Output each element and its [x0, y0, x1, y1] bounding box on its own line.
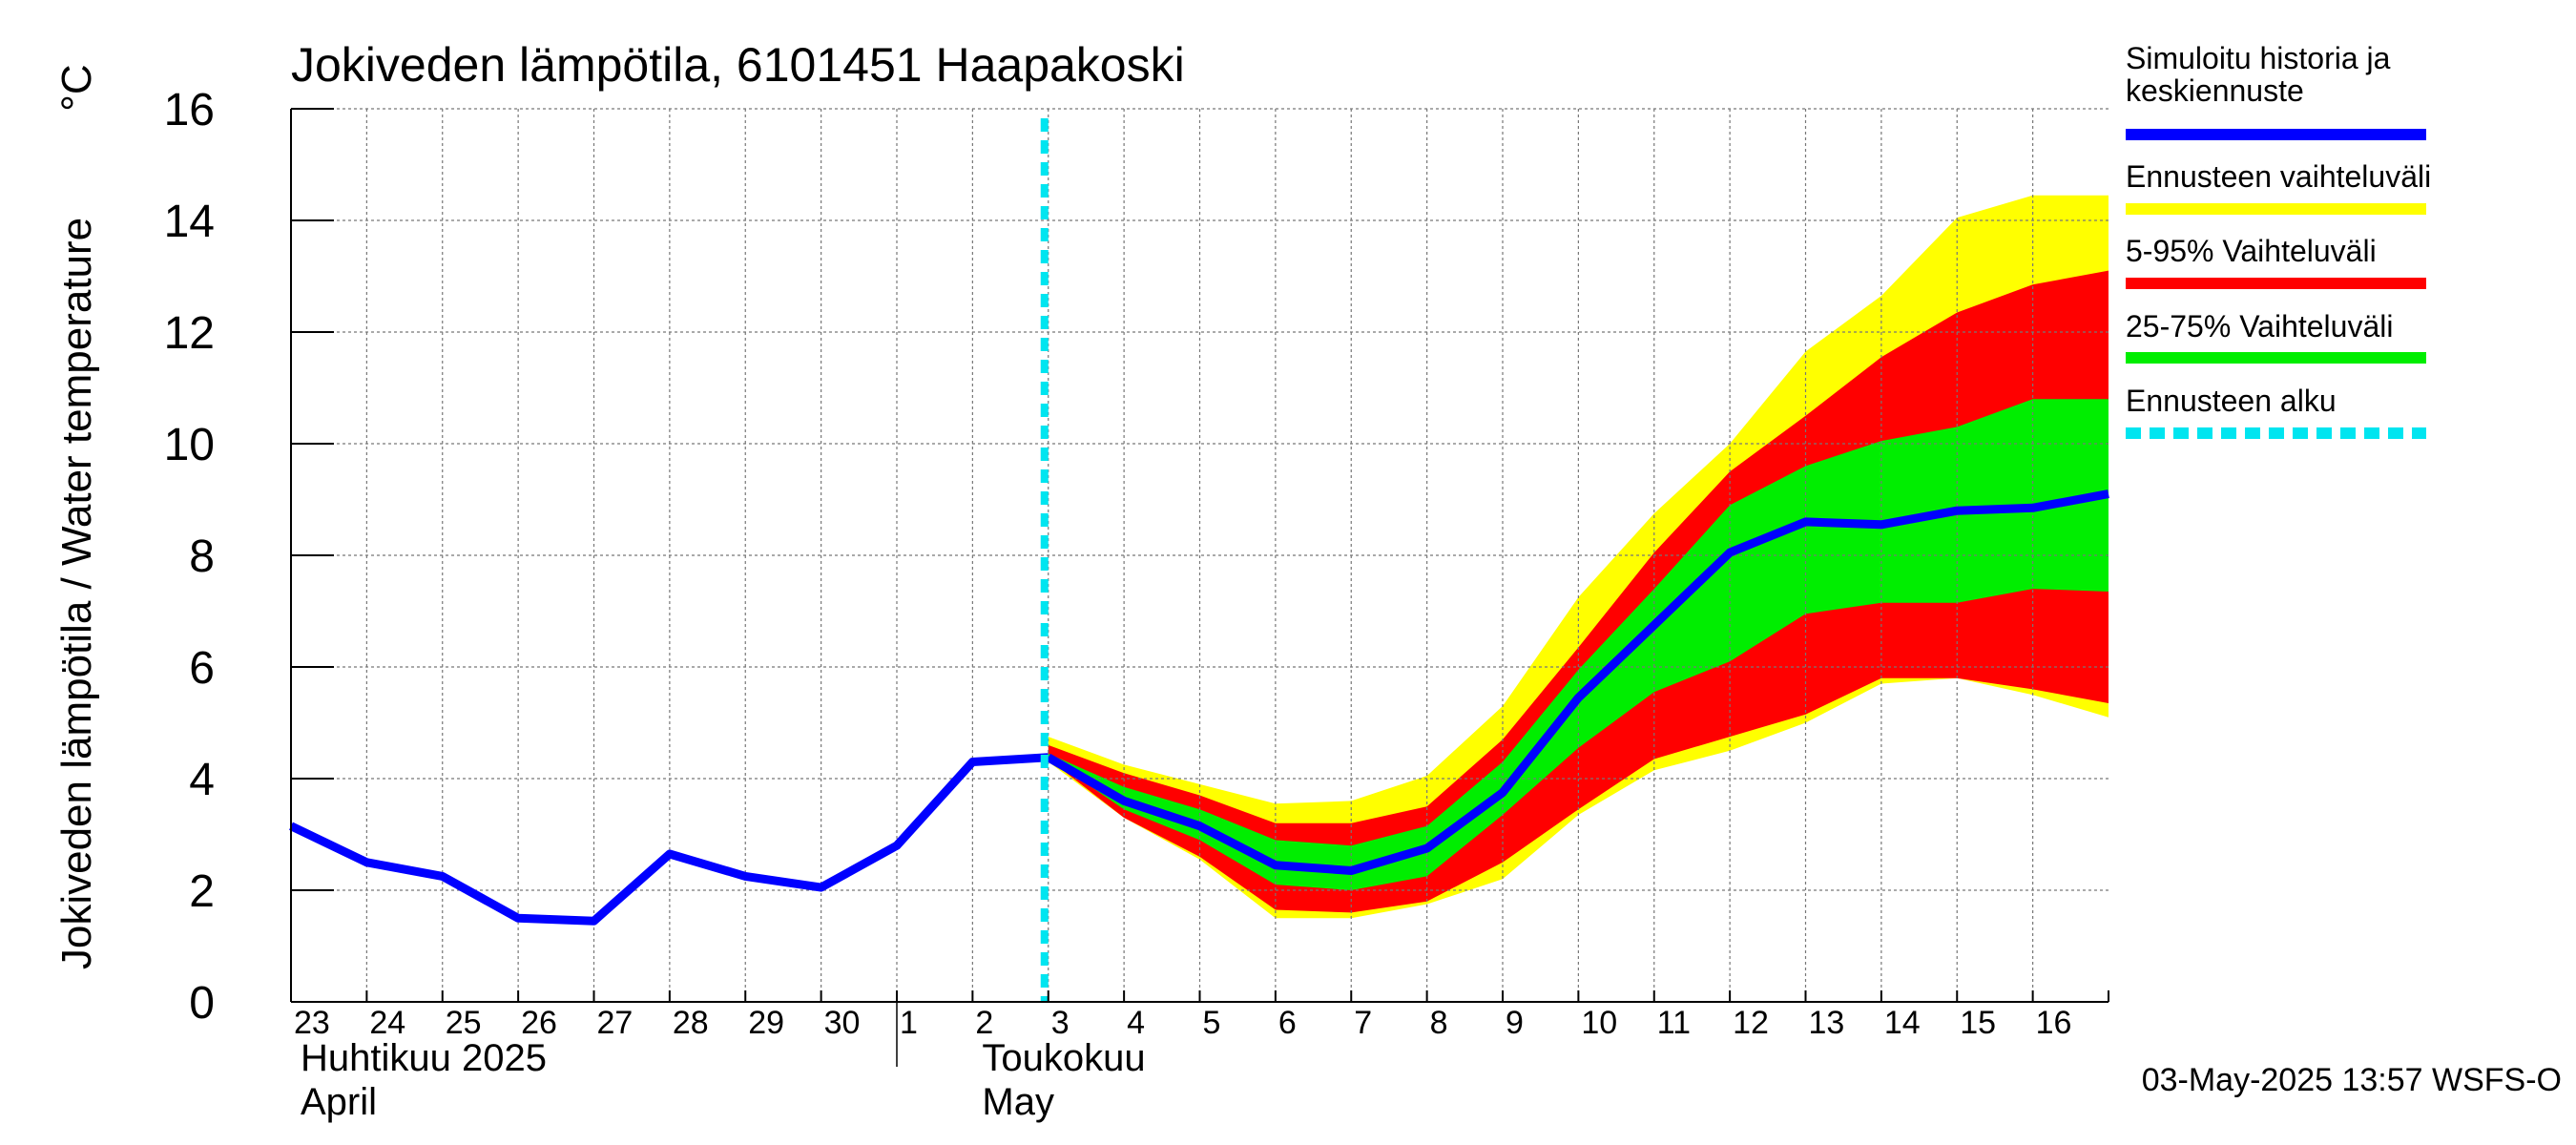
- chart-title: Jokiveden lämpötila, 6101451 Haapakoski: [291, 38, 1185, 92]
- legend-label: Simuloitu historia ja: [2126, 41, 2391, 75]
- y-axis-unit: °C: [53, 64, 100, 111]
- x-tick-label: 5: [1203, 1005, 1221, 1041]
- x-tick-label: 25: [446, 1005, 482, 1041]
- x-tick-label: 27: [597, 1005, 634, 1041]
- x-tick-label: 9: [1506, 1005, 1524, 1041]
- y-tick-label: 12: [164, 308, 215, 359]
- y-tick-label: 2: [189, 866, 215, 917]
- month-label: Toukokuu: [982, 1037, 1145, 1079]
- y-tick-label: 10: [164, 420, 215, 470]
- x-tick-label: 16: [2036, 1005, 2072, 1041]
- x-tick-label: 29: [748, 1005, 784, 1041]
- x-tick-label: 8: [1430, 1005, 1448, 1041]
- month-label-en: April: [301, 1081, 377, 1123]
- y-tick-label: 6: [189, 643, 215, 694]
- band-0: [1048, 195, 2109, 919]
- band-1: [1048, 270, 2109, 913]
- x-tick-label: 3: [1051, 1005, 1070, 1041]
- x-tick-label: 10: [1581, 1005, 1617, 1041]
- x-tick-label: 23: [294, 1005, 330, 1041]
- y-tick-label: 4: [189, 755, 215, 805]
- median-forecast-line: [1046, 489, 2109, 875]
- x-tick-label: 4: [1127, 1005, 1145, 1041]
- x-tick-label: 24: [369, 1005, 405, 1041]
- x-tick-label: 11: [1657, 1005, 1691, 1041]
- x-tick-label: 30: [824, 1005, 861, 1041]
- x-tick-label: 28: [673, 1005, 709, 1041]
- y-tick-label: 8: [189, 531, 215, 582]
- month-label: Huhtikuu 2025: [301, 1037, 547, 1079]
- timestamp-footer: 03-May-2025 13:57 WSFS-O: [2142, 1062, 2562, 1098]
- x-tick-label: 7: [1354, 1005, 1372, 1041]
- x-tick-label: 14: [1884, 1005, 1921, 1041]
- legend-label: 5-95% Vaihteluväli: [2126, 234, 2377, 268]
- x-tick-label: 12: [1733, 1005, 1769, 1041]
- legend-label: Ennusteen vaihteluväli: [2126, 159, 2431, 194]
- y-axis-label: Jokiveden lämpötila / Water temperature: [53, 218, 100, 969]
- x-tick-label: 15: [1960, 1005, 1996, 1041]
- history-line: [289, 753, 1049, 926]
- x-tick-label: 6: [1278, 1005, 1297, 1041]
- legend-label: keskiennuste: [2126, 73, 2304, 108]
- x-tick-label: 13: [1809, 1005, 1845, 1041]
- x-tick-label: 2: [975, 1005, 993, 1041]
- month-label-en: May: [982, 1081, 1054, 1123]
- y-tick-label: 14: [164, 197, 215, 247]
- x-tick-label: 1: [900, 1005, 918, 1041]
- legend-label: Ennusteen alku: [2126, 384, 2337, 418]
- y-tick-label: 16: [164, 85, 215, 135]
- y-tick-label: 0: [189, 978, 215, 1029]
- x-tick-label: 26: [521, 1005, 557, 1041]
- legend-label: 25-75% Vaihteluväli: [2126, 309, 2393, 344]
